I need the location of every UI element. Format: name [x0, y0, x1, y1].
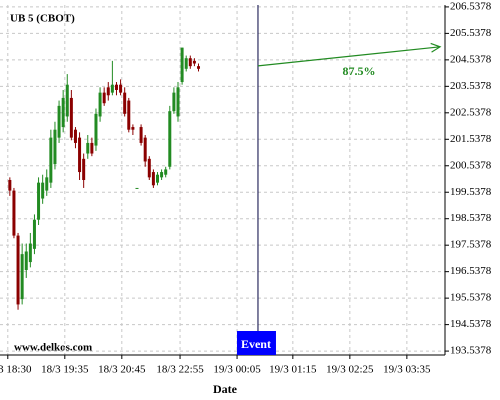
candle-body: [61, 97, 65, 128]
y-tick-label: 194.5378: [450, 318, 492, 330]
candle-body: [86, 142, 90, 154]
candle-body: [180, 47, 184, 83]
candle-body: [131, 127, 135, 130]
y-tick-label: 196.5378: [450, 265, 492, 277]
y-tick-label: 195.5378: [450, 292, 492, 304]
projection-arrow: [257, 46, 441, 67]
candle-body: [57, 105, 61, 138]
candle-body: [37, 182, 41, 220]
candle-body: [160, 172, 164, 178]
candle-body: [28, 243, 32, 263]
candle-body: [12, 190, 16, 236]
candle-body: [45, 177, 49, 191]
candle-body: [73, 129, 77, 143]
x-tick-label: 18/3 19:35: [41, 364, 89, 376]
y-tick-label: 193.5378: [450, 345, 492, 357]
x-tick-label: 18/3 22:55: [156, 364, 204, 376]
candle-body: [139, 127, 143, 143]
x-tick-label: 18/3 20:45: [98, 364, 146, 376]
y-tick-label: 201.5378: [450, 133, 492, 145]
event-box: [236, 331, 276, 355]
x-axis-label: Date: [213, 382, 238, 396]
candle-body: [192, 60, 196, 64]
candle-body: [155, 174, 159, 183]
candle-body: [119, 84, 123, 93]
arrow-head: [430, 42, 442, 53]
y-tick-label: 206.5378: [450, 0, 492, 12]
x-tick-label: 19/3 01:15: [269, 364, 317, 376]
candle-body: [41, 182, 45, 199]
candle-body: [69, 97, 73, 138]
candle-body: [94, 113, 98, 146]
candle-body: [143, 137, 147, 162]
candle-body: [123, 92, 127, 114]
candle-body: [82, 158, 86, 180]
candle-body: [106, 87, 110, 96]
y-tick-label: 205.5378: [450, 27, 492, 39]
y-tick-label: 203.5378: [450, 80, 492, 92]
x-tick-label: 19/3 02:25: [326, 364, 374, 376]
candle-body: [135, 187, 139, 189]
candle-body: [24, 251, 28, 271]
watermark: www.delkos.com: [14, 342, 92, 354]
x-tick-label: 19/3 03:35: [383, 364, 431, 376]
y-tick-label: 198.5378: [450, 212, 492, 224]
x-tick-label: 18/3 18:30: [0, 364, 32, 376]
candle-body: [114, 84, 118, 90]
candle-body: [197, 66, 201, 69]
candle-body: [98, 92, 102, 117]
candle-body: [151, 172, 155, 186]
y-tick-label: 199.5378: [450, 186, 492, 198]
event-label: Event: [241, 337, 271, 351]
x-tick-label: 19/3 00:05: [213, 364, 261, 376]
candle-body: [78, 137, 82, 173]
projection-label: 87.5%: [343, 64, 376, 78]
candle-body: [168, 111, 172, 167]
candle-body: [49, 137, 53, 183]
y-tick-label: 202.5378: [450, 106, 492, 118]
candle-body: [102, 92, 106, 104]
candle-body: [16, 235, 20, 305]
y-tick-label: 200.5378: [450, 159, 492, 171]
chart-title: UB 5 (CBOT): [10, 13, 75, 25]
candle-body: [90, 142, 94, 154]
candle-body: [184, 58, 188, 69]
candle-body: [32, 219, 36, 249]
y-tick-label: 197.5378: [450, 239, 492, 251]
candle-body: [127, 100, 131, 130]
y-tick-label: 204.5378: [450, 53, 492, 65]
candle-body: [20, 254, 24, 300]
candle-body: [172, 92, 176, 112]
candle-body: [147, 158, 151, 178]
candle-body: [110, 84, 114, 93]
candle-body: [176, 87, 180, 117]
candle-body: [53, 129, 57, 165]
candle-body: [188, 58, 192, 67]
candle-body: [65, 84, 69, 117]
candle-body: [164, 169, 168, 175]
candle-body: [8, 180, 12, 191]
